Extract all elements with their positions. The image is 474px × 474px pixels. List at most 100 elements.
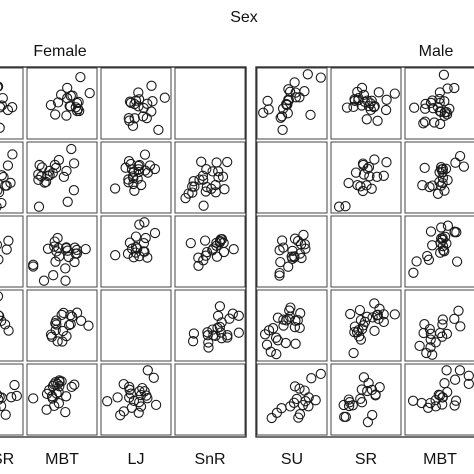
scatter-point [196,156,207,167]
scatter-point [0,409,11,420]
scatter-point [109,183,121,194]
scatter-point [341,102,353,113]
scatter-point [224,313,235,324]
scatter-point [153,124,164,136]
scatter-point [139,217,150,228]
scatter-point [213,172,224,183]
scatter-point [49,236,60,247]
scatter-point [454,150,466,162]
scatter-point [263,325,275,336]
panel-cell [404,215,474,288]
scatter-point [363,161,375,173]
scatter-point [434,167,445,178]
scatter-point [283,261,294,272]
scatter-point [198,200,209,211]
scatter-point [280,337,291,349]
scatter-point [422,402,434,413]
scatter-point [434,93,445,105]
scatter-point [363,100,374,112]
scatter-point [5,177,16,189]
scatter-point [289,77,300,88]
scatter-point [451,256,463,267]
panel-cell [0,67,24,140]
scatter-point [345,308,356,320]
scatter-point [219,184,230,195]
scatter-point [369,298,380,309]
scatter-point [358,89,370,101]
scatter-point [0,291,4,302]
scatter-point [33,174,44,186]
scatter-point [130,241,142,253]
scatter-point [75,71,86,83]
scatter-point [389,309,400,320]
scatter-points [0,69,474,428]
scatter-point [80,243,91,255]
scatter-point [54,251,65,262]
scatter-point [60,275,71,286]
scatter-point [284,86,296,97]
scatter-point [442,220,454,231]
scatter-point [419,319,430,330]
scatter-point [9,379,20,391]
scatter-point [54,381,65,392]
group-label-male: Male [419,43,454,60]
scatter-point [0,310,5,322]
scatter-point [0,186,3,195]
scatter-point [362,385,373,397]
scatter-point [441,106,452,118]
scatter-point [69,242,80,253]
scatter-point [0,92,8,104]
scatter-point [378,170,389,181]
scatter-point [135,401,147,412]
column-labels: MBT LJ SnR SU SR MBT SR [0,451,457,468]
scatter-point [3,325,14,336]
scatter-point [139,165,151,176]
scatter-point [425,226,437,237]
scatter-point [350,167,362,178]
scatter-point [56,376,67,387]
scatter-point [125,388,137,399]
scatter-point [369,325,380,337]
scatter-point [48,379,60,390]
scatter-point [367,409,378,421]
scatter-point [146,80,157,91]
scatter-point [349,95,360,106]
panel-cell [26,141,98,214]
scatter-point [362,416,374,428]
scatter-point [458,161,470,172]
scatter-point [194,174,205,185]
scatter-point [0,81,4,92]
scatter-point [272,335,284,346]
scatter-point [434,390,446,401]
panel-cell [26,215,98,288]
scatter-point [381,94,392,105]
scatter-point [261,339,273,350]
scatter-point [187,336,199,347]
scatter-point [265,346,276,357]
scatter-point [33,169,44,180]
scatter-point [432,188,444,199]
scatter-point [133,94,145,105]
scatter-point [69,379,80,390]
scatter-point [266,412,277,424]
scatter-point [180,192,191,204]
scatter-point [41,404,52,415]
panel-block-frame [0,66,247,438]
scatter-point [340,411,351,423]
panel-cell [26,363,98,436]
scatter-point [141,112,152,124]
scatter-point [419,162,430,174]
scatter-point [292,235,304,247]
scatter-point [310,395,321,406]
scatter-point [0,390,3,399]
scatter-point [290,315,301,326]
scatter-point [50,109,61,120]
scatter-point [434,97,445,109]
scatter-point [201,164,212,175]
scatter-point [361,311,373,322]
scatter-point [61,242,72,253]
scatter-point [300,396,311,407]
scatter-point [281,98,292,110]
scatter-point [133,407,144,418]
scatter-point [49,241,60,252]
